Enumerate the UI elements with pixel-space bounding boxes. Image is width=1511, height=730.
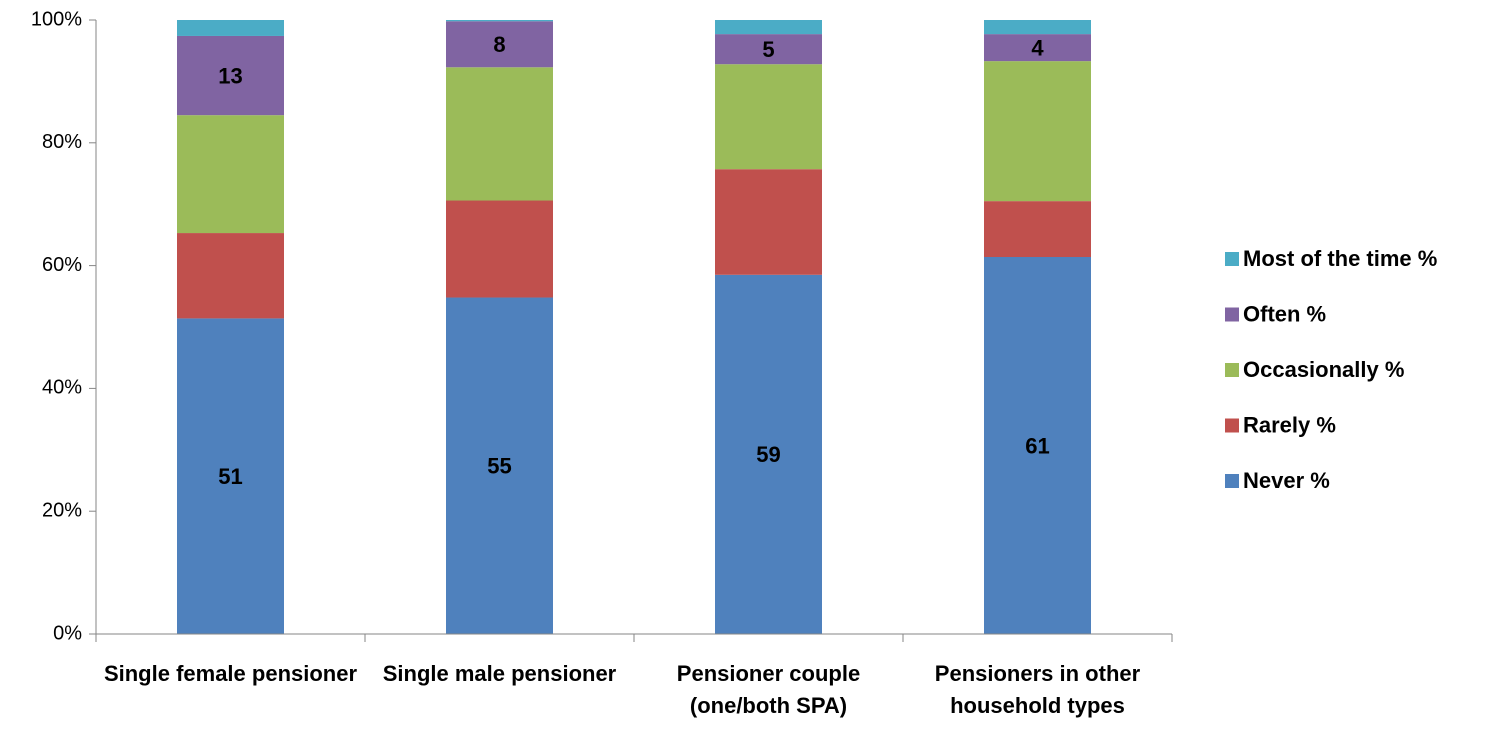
legend-swatch bbox=[1225, 418, 1239, 433]
x-tick-label: Pensioners in other household types bbox=[934, 661, 1141, 718]
legend-swatch bbox=[1225, 474, 1239, 488]
y-tick-label: 0% bbox=[53, 622, 82, 644]
bar-segment bbox=[446, 200, 553, 298]
x-tick-label: Single male pensioner bbox=[382, 661, 617, 686]
bar-segment bbox=[715, 64, 822, 170]
data-label: 8 bbox=[493, 32, 505, 57]
bar-segment bbox=[715, 169, 822, 275]
bar-segment bbox=[177, 35, 284, 116]
bar-segment bbox=[984, 20, 1091, 35]
bar-segment bbox=[984, 257, 1091, 634]
bar-segment bbox=[715, 34, 822, 65]
bar-segment bbox=[984, 61, 1091, 202]
bar-segment bbox=[177, 115, 284, 234]
legend-swatch bbox=[1225, 252, 1239, 266]
data-label: 5 bbox=[762, 37, 774, 62]
legend-label: Never % bbox=[1243, 468, 1330, 493]
y-tick-label: 40% bbox=[42, 377, 82, 399]
legend-label: Rarely % bbox=[1243, 412, 1336, 437]
legend-swatch bbox=[1225, 363, 1239, 377]
y-tick-label: 20% bbox=[42, 499, 82, 521]
bar-segment bbox=[177, 318, 284, 634]
data-label: 13 bbox=[218, 63, 242, 88]
bar-segment bbox=[177, 233, 284, 319]
bar-segment bbox=[715, 20, 822, 35]
data-label: 4 bbox=[1031, 35, 1044, 60]
y-tick-label: 80% bbox=[42, 131, 82, 153]
x-tick-label: Pensioner couple (one/both SPA) bbox=[676, 661, 861, 718]
y-tick-label: 60% bbox=[42, 254, 82, 276]
x-tick-label: Single female pensioner bbox=[103, 661, 358, 686]
bar-segment bbox=[446, 21, 553, 68]
bar-segment bbox=[984, 34, 1091, 62]
data-label: 59 bbox=[756, 442, 780, 467]
bar-segment bbox=[715, 274, 822, 634]
data-label: 61 bbox=[1025, 433, 1049, 458]
bar-segment bbox=[446, 67, 553, 201]
legend-label: Often % bbox=[1243, 301, 1326, 326]
bar-segment bbox=[446, 297, 553, 634]
data-label: 51 bbox=[218, 464, 242, 489]
legend-label: Most of the time % bbox=[1243, 246, 1437, 271]
bar-segment bbox=[177, 20, 284, 36]
bar-segment bbox=[446, 20, 553, 22]
data-label: 55 bbox=[487, 454, 511, 479]
legend-swatch bbox=[1225, 307, 1239, 322]
y-tick-label: 100% bbox=[31, 8, 82, 30]
bar-segment bbox=[984, 201, 1091, 258]
legend-label: Occasionally % bbox=[1243, 357, 1404, 382]
